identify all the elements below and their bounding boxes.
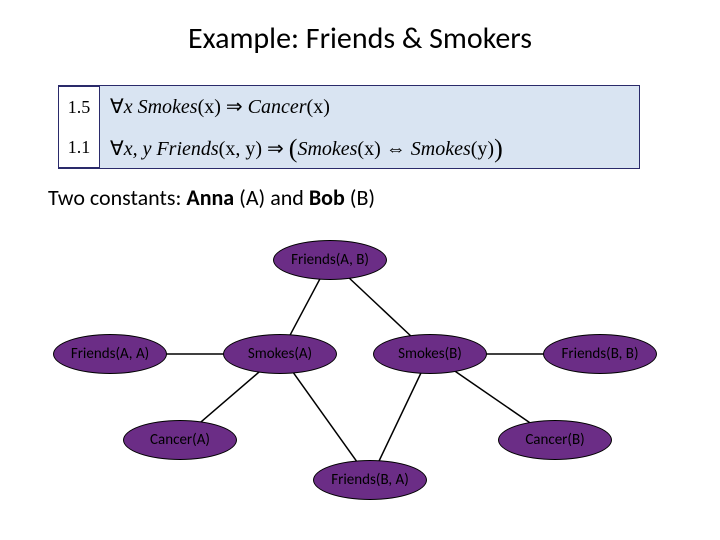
node-friendsAB: Friends(A, B) xyxy=(273,240,387,280)
slide: { "title": "Example: Friends & Smokers",… xyxy=(0,0,720,540)
rule-1: ∀x Smokes(x) ⇒ Cancer(x) xyxy=(110,94,330,119)
node-smokesA: Smokes(A) xyxy=(223,334,337,374)
weight-1: 1.5 xyxy=(59,87,99,127)
weight-2: 1.1 xyxy=(59,127,99,167)
weights-column: 1.5 1.1 xyxy=(58,86,100,168)
node-friendsAA: Friends(A, A) xyxy=(53,334,167,374)
node-cancerA: Cancer(A) xyxy=(123,420,237,460)
node-cancerB: Cancer(B) xyxy=(498,420,612,460)
node-smokesB: Smokes(B) xyxy=(373,334,487,374)
rule-2: ∀x, y Friends(x, y) ⇒ (Smokes(x) ⇔ Smoke… xyxy=(110,132,503,162)
page-title: Example: Friends & Smokers xyxy=(0,20,720,57)
constants-caption: Two constants: Anna (A) and Bob (B) xyxy=(48,184,375,211)
node-friendsBB: Friends(B, B) xyxy=(543,334,657,374)
node-friendsBA: Friends(B, A) xyxy=(313,460,427,500)
